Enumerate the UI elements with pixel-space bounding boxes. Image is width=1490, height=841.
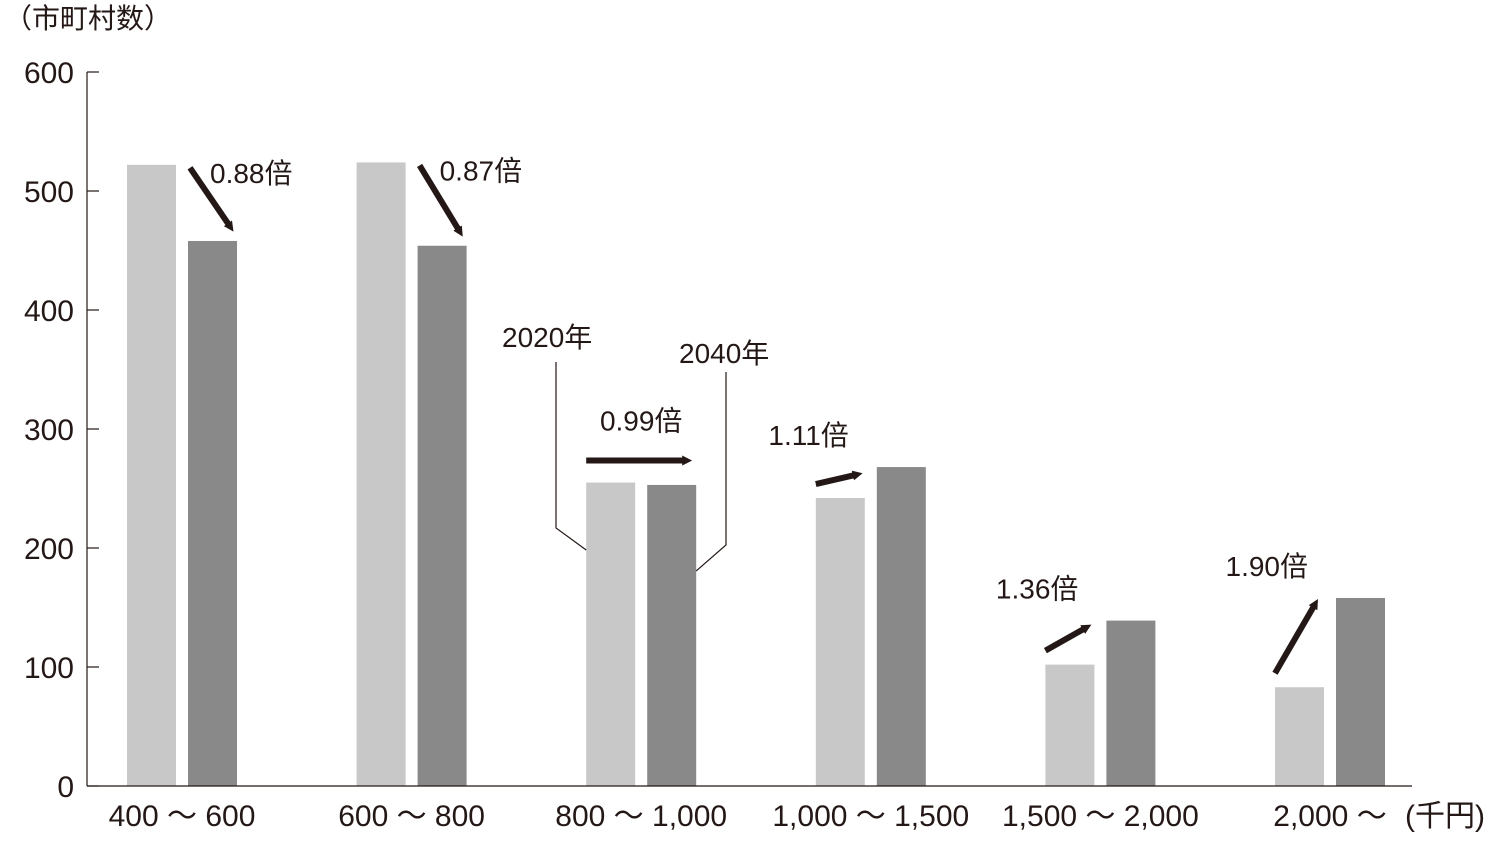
x-category-label: 1,500 ～ 2,000 bbox=[1002, 800, 1199, 833]
ratio-label: 0.88倍 bbox=[210, 158, 293, 189]
change-arrows bbox=[187, 163, 1319, 675]
legend-leader-2040 bbox=[695, 372, 727, 572]
bar-2040 bbox=[1106, 620, 1156, 786]
bar-2020 bbox=[1045, 664, 1095, 786]
y-tick-label: 600 bbox=[24, 57, 74, 90]
bar-2020 bbox=[127, 164, 176, 786]
ratio-label: 1.90倍 bbox=[1226, 551, 1309, 582]
ratio-label: 0.99倍 bbox=[600, 406, 683, 437]
bar-2040 bbox=[876, 467, 926, 786]
x-axis-categories: 400 ～ 600 600 ～ 800 800 ～ 1,000 1,000 ～ 1,5… bbox=[109, 800, 1387, 833]
ratio-label: 1.11倍 bbox=[768, 420, 848, 451]
legend-label-2040: 2040年 bbox=[679, 338, 769, 369]
bar-2020 bbox=[1275, 687, 1324, 786]
x-category-label: 2,000 ～ bbox=[1273, 800, 1386, 833]
ratio-label: 0.87倍 bbox=[440, 155, 522, 186]
legend-label-2020: 2020年 bbox=[502, 322, 592, 353]
change-arrow bbox=[187, 166, 234, 232]
y-tick-label: 0 bbox=[57, 771, 74, 804]
y-tick-label: 100 bbox=[24, 652, 74, 685]
change-arrow bbox=[1043, 624, 1092, 654]
change-arrow bbox=[1272, 599, 1319, 675]
y-tick-label: 400 bbox=[24, 295, 74, 328]
y-axis-title: （市町村数） bbox=[4, 3, 172, 34]
y-tick-label: 300 bbox=[24, 414, 74, 447]
bar-2020 bbox=[815, 498, 865, 786]
bar-2040 bbox=[188, 240, 237, 787]
legend-callout-2040: 2040年 bbox=[679, 338, 769, 572]
change-arrow bbox=[417, 163, 463, 237]
bar-2020 bbox=[586, 482, 636, 786]
x-category-label: 800 ～ 1,000 bbox=[555, 800, 727, 833]
change-arrow bbox=[815, 470, 863, 487]
ratio-labels: 0.88倍 0.87倍 0.99倍 1.11倍 1.36倍 1.90倍 bbox=[210, 155, 1308, 604]
y-tick-label: 200 bbox=[24, 533, 74, 566]
legend-leader-2020 bbox=[555, 362, 587, 551]
x-category-label: 400 ～ 600 bbox=[109, 800, 256, 833]
bar-series bbox=[127, 162, 1385, 787]
bar-2020 bbox=[356, 162, 406, 786]
x-axis-unit: (千円) bbox=[1405, 800, 1485, 833]
y-tick-label: 500 bbox=[24, 176, 74, 209]
bar-2040 bbox=[417, 245, 467, 787]
legend-callout-2020: 2020年 bbox=[502, 322, 592, 551]
x-category-label: 600 ～ 800 bbox=[338, 800, 485, 833]
bar-2040 bbox=[1336, 597, 1385, 786]
bar-2040 bbox=[647, 484, 697, 786]
y-axis-ticks: 0 100 200 300 400 500 600 bbox=[24, 57, 99, 804]
ratio-label: 1.36倍 bbox=[996, 574, 1079, 605]
x-category-label: 1,000 ～ 1,500 bbox=[772, 800, 969, 833]
